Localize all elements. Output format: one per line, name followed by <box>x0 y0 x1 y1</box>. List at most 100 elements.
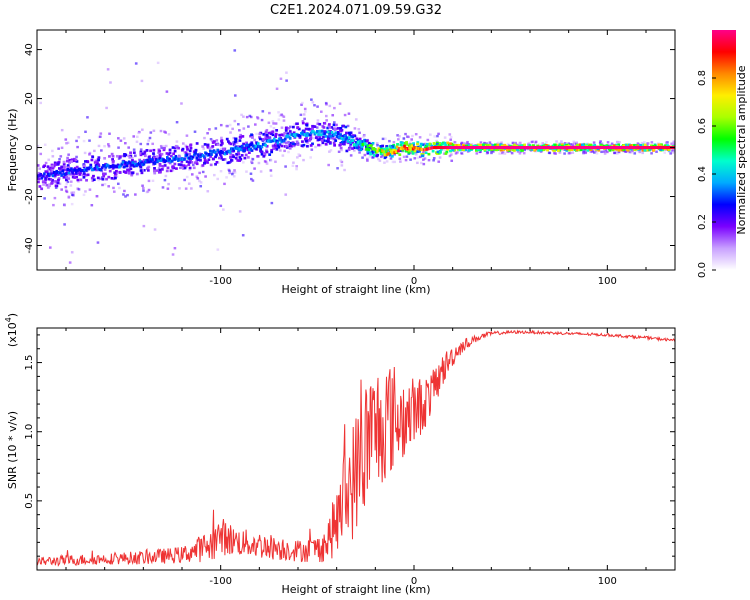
spectrogram-cell <box>295 140 299 144</box>
spectrogram-ridge-cell <box>209 149 212 153</box>
spectrogram-cell <box>219 170 223 173</box>
spectrogram-ridge-cell <box>73 168 77 172</box>
spectrogram-cell <box>498 152 501 155</box>
spectrogram-cell <box>168 151 172 155</box>
spectrogram-cell <box>228 141 231 145</box>
spectrogram-cell <box>264 137 268 140</box>
spectrogram-cell <box>589 143 592 147</box>
spectrogram-cell <box>338 102 342 105</box>
spectrogram-cell <box>430 144 434 148</box>
spectrogram-cell <box>219 155 223 159</box>
spectrogram-cell <box>534 140 538 144</box>
spectrogram-cell <box>284 193 288 196</box>
spectrogram-cell <box>520 144 523 148</box>
spectrogram-cell <box>323 122 327 125</box>
spectrogram-cell <box>312 136 315 140</box>
spectrogram-cell <box>139 165 143 169</box>
spectrogram-cell <box>296 143 300 146</box>
spectrogram-cell <box>161 186 165 189</box>
spectrogram-cell <box>74 158 78 162</box>
spectrogram-ridge-cell <box>104 165 108 169</box>
spectrogram-cell <box>84 190 87 193</box>
spectrogram-cell <box>571 151 575 154</box>
spectrogram-cell <box>173 146 177 150</box>
spectrogram-cell <box>62 176 66 179</box>
spectrogram-cell <box>307 127 311 131</box>
spectrogram-xlabel: Height of straight line (km) <box>281 283 430 296</box>
spectrogram-cell <box>216 143 220 146</box>
spectrogram-cell <box>411 152 415 155</box>
spectrogram-cell <box>245 170 248 173</box>
spectrogram-cell <box>170 154 173 158</box>
spectrogram-cell <box>389 157 393 160</box>
spectrogram-cell <box>409 151 412 155</box>
spectrogram-cell <box>568 151 572 155</box>
spectrogram-cell <box>295 165 298 168</box>
spectrogram-cell <box>219 123 223 127</box>
spectrogram-cell <box>110 177 114 180</box>
spectrogram-cell <box>285 141 288 145</box>
spectrogram-cell <box>188 168 191 171</box>
spectrogram-ridge-cell <box>59 171 62 175</box>
spectrogram-cell <box>603 152 607 155</box>
spectrogram-cell <box>222 208 225 211</box>
spectrogram-ridge-cell <box>157 158 160 162</box>
spectrogram-ridge-cell <box>402 146 405 150</box>
spectrogram-cell <box>411 144 415 147</box>
spectrogram-cell <box>630 150 633 154</box>
spectrogram-ridge-cell <box>333 132 336 136</box>
spectrogram-cell <box>424 151 428 155</box>
spectrogram-cell <box>385 145 389 148</box>
spectrogram-cell <box>132 135 136 138</box>
spectrogram-cell <box>608 149 612 152</box>
spectrogram-cell <box>304 127 308 131</box>
spectrogram-ridge-cell <box>153 161 157 165</box>
spectrogram-cell <box>105 177 108 181</box>
spectrogram-cell <box>146 169 150 172</box>
spectrogram-cell <box>511 141 515 145</box>
spectrogram-cell <box>606 150 609 154</box>
spectrogram-cell <box>66 170 69 174</box>
spectrogram-cell <box>178 187 181 190</box>
spectrogram-cell <box>290 144 293 148</box>
spectrogram-ridge-cell <box>387 152 390 156</box>
spectrogram-cell <box>330 126 334 129</box>
spectrogram-cell <box>256 155 260 158</box>
spectrogram-cell <box>70 202 74 206</box>
spectrogram-cell <box>564 148 568 151</box>
spectrogram-cell <box>139 152 143 155</box>
spectrogram-x-tick-label: 0 <box>411 276 417 287</box>
spectrogram-cell <box>413 157 417 160</box>
spectrogram-cell <box>579 148 583 152</box>
spectrogram-cell <box>60 128 64 132</box>
spectrogram-cell <box>95 160 99 163</box>
spectrogram-cell <box>280 133 284 137</box>
spectrogram-cell <box>134 193 137 196</box>
spectrogram-cell <box>274 131 278 135</box>
spectrogram-cell <box>398 157 402 160</box>
spectrogram-cell <box>86 116 89 119</box>
spectrogram-ridge-cell <box>252 144 255 148</box>
spectrogram-cell <box>57 147 60 150</box>
spectrogram-cell <box>265 162 269 165</box>
spectrogram-cell <box>418 136 422 139</box>
spectrogram-cell <box>151 142 154 146</box>
spectrogram-ridge-cell <box>51 174 55 178</box>
spectrogram-cell <box>238 210 242 213</box>
spectrogram-cell <box>272 122 275 125</box>
spectrogram-cell <box>339 159 343 162</box>
spectrogram-cell <box>296 126 300 130</box>
spectrogram-cell <box>207 158 211 161</box>
spectrogram-cell <box>43 181 47 184</box>
spectrogram-cell <box>109 81 112 84</box>
spectrogram-cell <box>251 179 255 182</box>
spectrogram-cell <box>68 161 71 164</box>
spectrogram-cell <box>185 175 189 179</box>
spectrogram-cell <box>436 150 440 154</box>
spectrogram-cell <box>249 172 253 175</box>
snr-xlabel: Height of straight line (km) <box>281 583 430 596</box>
spectrogram-ridge-cell <box>329 134 333 138</box>
spectrogram-ridge-cell <box>132 164 136 168</box>
spectrogram-cell <box>475 149 478 152</box>
spectrogram-cell <box>336 167 339 170</box>
